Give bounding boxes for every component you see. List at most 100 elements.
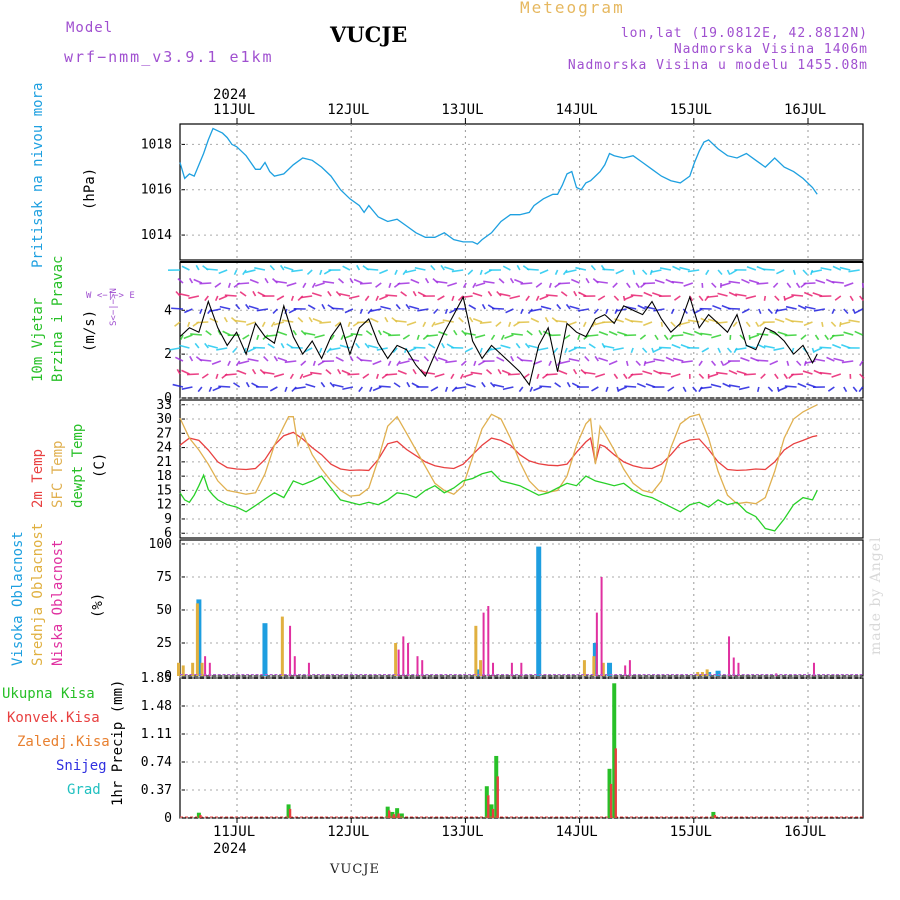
wind-arrow [814, 334, 820, 341]
altitude-text: Nadmorska Visina 1406m [673, 42, 868, 57]
wind-arrow [300, 295, 313, 299]
wind-arrow [651, 347, 655, 354]
wind-arrow [194, 342, 200, 349]
wind-arrow [540, 305, 552, 310]
wind-arrow [314, 282, 325, 287]
wind-arrow [575, 266, 587, 271]
wind-arrow [305, 383, 316, 388]
wind-compass-we: W <−|−> E [86, 291, 135, 301]
wind-arrow [852, 308, 856, 315]
wind-arrow [433, 308, 439, 315]
wind-arrow [698, 295, 704, 302]
wind-arrow [385, 373, 398, 376]
wind-arrow [671, 343, 681, 349]
wind-arrow [441, 342, 446, 349]
wind-arrow [430, 264, 436, 271]
wind-arrow [545, 373, 558, 376]
cloud-bar [732, 657, 735, 676]
wind-arrow [612, 347, 624, 351]
wind-arrow [237, 369, 247, 375]
wind-arrow [769, 360, 779, 366]
wind-arrow [848, 319, 860, 323]
wind-arrow [527, 308, 533, 315]
cloud-bar [628, 660, 631, 676]
wind-arrow [267, 343, 275, 349]
top-day-label: 15JUL [670, 102, 712, 118]
precip-bar [494, 755, 499, 818]
wind-arrow [692, 386, 698, 393]
wind-arrow [428, 343, 436, 349]
wind-arrow [545, 294, 558, 297]
cloud-bar [407, 642, 410, 676]
wind-arrow [218, 269, 228, 275]
bottom-day-label: 11JUL [213, 824, 255, 840]
wind-arrow [252, 290, 257, 297]
wind-arrow [307, 304, 316, 310]
wind-arrow [582, 321, 587, 328]
wind-arrow [728, 369, 738, 375]
wind-arrow [732, 321, 738, 328]
wind-arrow [369, 386, 373, 393]
wind-arrow [626, 282, 631, 289]
wind-arrow [453, 329, 458, 336]
wind-arrow [369, 317, 379, 323]
wind-arrow [218, 385, 231, 388]
wind-arrow [833, 357, 844, 362]
cloud-bar [208, 662, 211, 676]
cloud-bar [191, 662, 195, 676]
wind-arrow [322, 280, 335, 284]
bottom-day-label: 16JUL [784, 824, 826, 840]
wind-arrow [843, 331, 854, 336]
wind-arrow [437, 295, 445, 301]
wind-arrow [239, 291, 247, 297]
wind-arrow [762, 268, 775, 271]
precip-ytick-label: 0.37 [141, 783, 172, 798]
wind-arrow [364, 342, 370, 349]
wind-arrow [595, 373, 606, 378]
cloud-ytick-label: 50 [156, 603, 172, 618]
wind-arrow [481, 303, 486, 310]
wind-arrow [670, 373, 681, 378]
wind-arrow [353, 278, 363, 284]
wind-arrow [618, 386, 627, 392]
wind-arrow [377, 329, 382, 336]
wind-arrow [819, 371, 832, 375]
wind-arrow [195, 264, 200, 271]
wind-arrow [774, 295, 780, 302]
wind-arrow [356, 264, 361, 271]
wind-arrow [500, 334, 505, 341]
wind-arrow [559, 360, 571, 365]
wind-arrow [591, 321, 597, 328]
wind-arrow [861, 282, 864, 288]
wind-arrow [174, 321, 181, 327]
cloud-bar [204, 656, 207, 676]
bottom-day-label: 14JUL [556, 824, 598, 840]
wind-arrow [222, 330, 231, 336]
wind-axis-label-2: Brzina i Pravac [50, 255, 66, 382]
wind-arrow [539, 385, 552, 388]
wind-arrow [246, 321, 256, 326]
wind-arrow [438, 331, 448, 336]
cloud-bar [715, 670, 721, 676]
wind-arrow [485, 369, 493, 375]
wind-arrow [679, 266, 690, 271]
wind-arrow [564, 347, 568, 354]
precip-bar [288, 808, 292, 818]
pressure-axis-label: Pritisak na nivou mora [30, 82, 46, 268]
wind-arrow [468, 316, 474, 323]
wind-arrow [603, 345, 615, 349]
wind-arrow [791, 320, 804, 323]
wind-arrow [858, 386, 864, 393]
wind-arrow [364, 295, 370, 302]
cloud-bar [812, 662, 815, 676]
wind-arrow [472, 282, 477, 289]
temp-ytick-label: 6 [164, 526, 172, 541]
wind-arrow [802, 269, 808, 276]
cloud-ytick-label: 75 [156, 570, 172, 585]
wind-arrow [800, 334, 807, 340]
wind-arrow [462, 282, 467, 289]
wind-arrow [365, 330, 373, 336]
wind-arrow [277, 357, 288, 362]
wind-arrow [511, 332, 523, 336]
wind-arrow [841, 360, 854, 364]
